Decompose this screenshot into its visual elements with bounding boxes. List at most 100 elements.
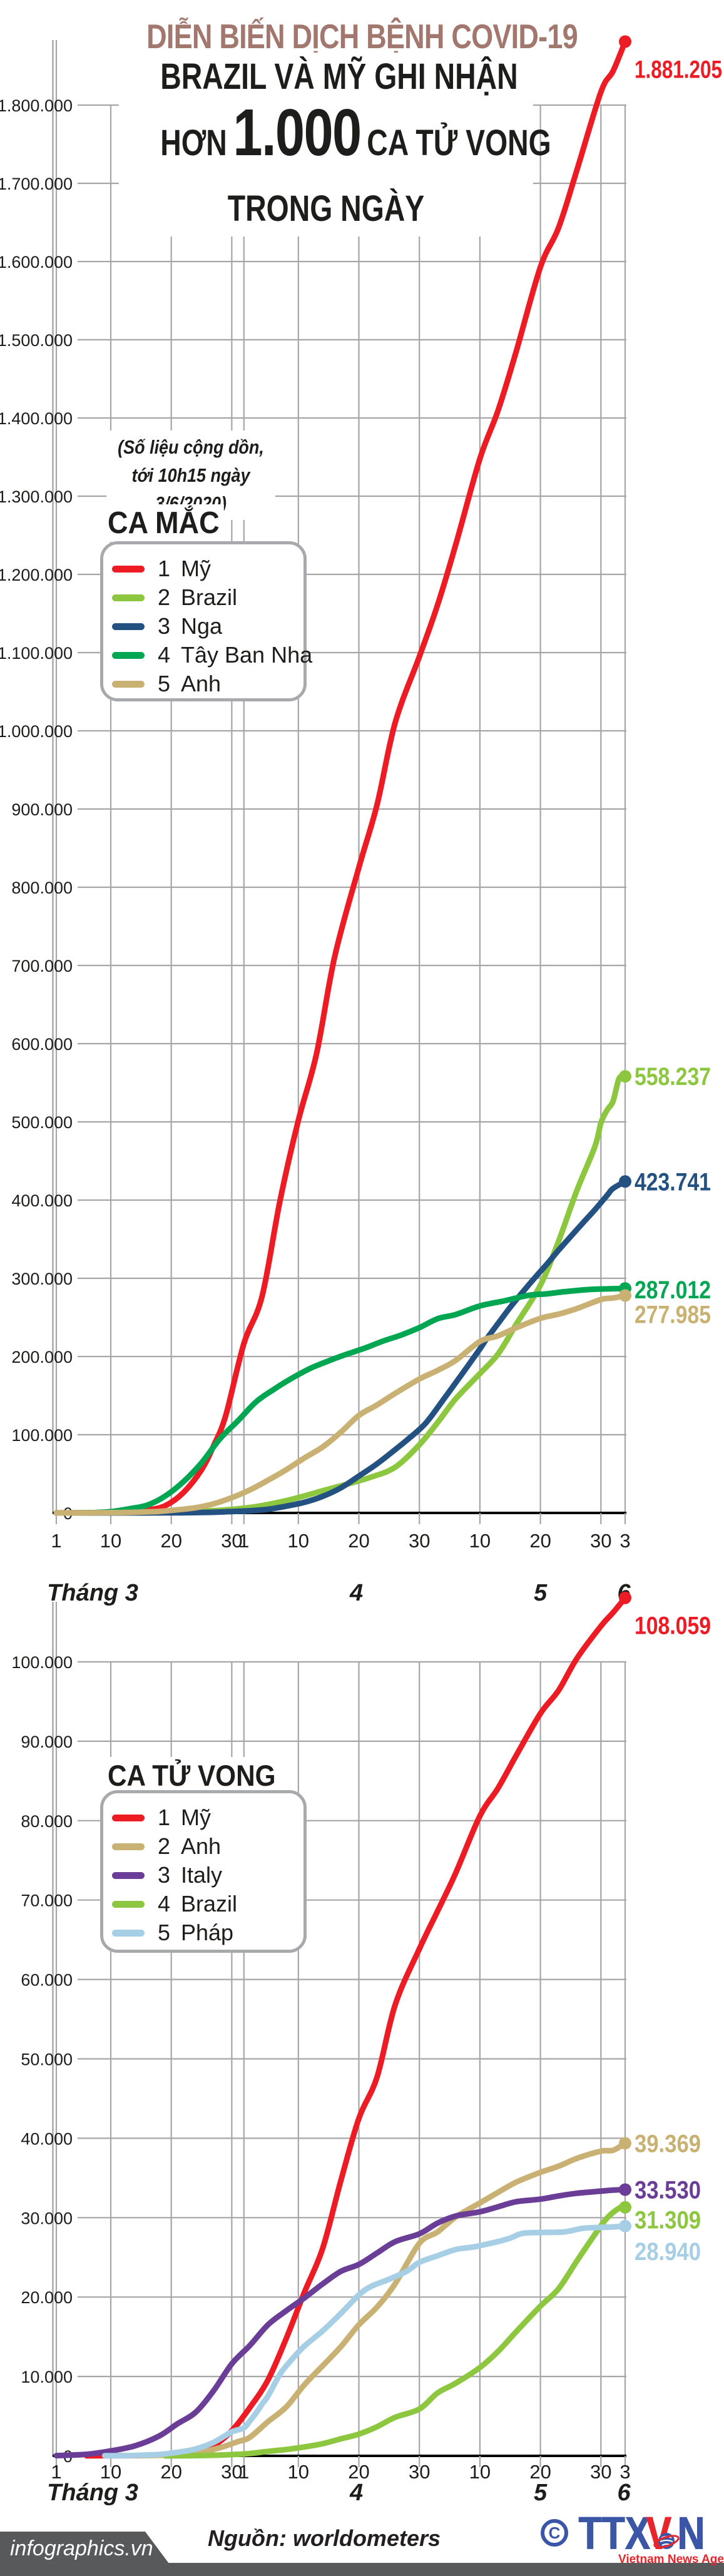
- legend-rank: 4: [157, 642, 171, 668]
- svg-text:4: 4: [349, 2480, 363, 2506]
- legend-rank: 2: [157, 584, 171, 610]
- svg-text:1.500.000: 1.500.000: [0, 331, 73, 350]
- svg-text:60.000: 60.000: [21, 1971, 73, 1990]
- legend-rank: 2: [157, 1833, 171, 1859]
- svg-text:800.000: 800.000: [11, 878, 73, 897]
- svg-text:Tháng 3: Tháng 3: [47, 2480, 138, 2506]
- series-color-dash: [112, 1871, 145, 1879]
- svg-text:30: 30: [221, 1530, 242, 1552]
- svg-text:20: 20: [348, 1530, 369, 1552]
- series-end-value: 277.985: [635, 1301, 711, 1329]
- series-Mỹ: 108.059: [83, 1591, 711, 2459]
- svg-text:10: 10: [288, 2461, 309, 2483]
- logo-agency-text: Vietnam News Agency: [618, 2553, 724, 2566]
- series-end-dot: [619, 2183, 631, 2196]
- svg-text:100.000: 100.000: [11, 1426, 73, 1445]
- legend-item: 5 Anh: [112, 669, 303, 698]
- svg-text:10: 10: [100, 2461, 121, 2483]
- svg-text:600.000: 600.000: [11, 1035, 73, 1054]
- legend-rank: 3: [157, 613, 171, 639]
- y-axis-labels: 1.800.000 1.700.000 1.600.000 1.500.000 1.40…: [0, 96, 73, 1523]
- page-title: DIỄN BIẾN DỊCH BỆNH COVID-19: [146, 17, 578, 56]
- copyright-icon: C: [541, 2519, 568, 2547]
- svg-text:1.300.000: 1.300.000: [0, 487, 73, 506]
- svg-text:700.000: 700.000: [11, 957, 73, 975]
- svg-text:100.000: 100.000: [11, 1653, 73, 1672]
- note-line1: (Số liệu cộng dồn,: [118, 436, 264, 458]
- svg-text:900.000: 900.000: [11, 800, 73, 819]
- legend-item: 1 Mỹ: [112, 554, 303, 583]
- series-Anh: 277.985: [53, 1289, 711, 1516]
- series-Anh: 39.369: [138, 2130, 701, 2459]
- series-Mỹ: 1.881.205: [53, 35, 722, 1516]
- svg-text:30: 30: [409, 1530, 430, 1552]
- legend-rank: 5: [157, 1920, 171, 1945]
- globe-icon: [653, 2533, 680, 2549]
- series-color-dash: [112, 1900, 145, 1908]
- svg-text:90.000: 90.000: [21, 1733, 73, 1751]
- logo-n-text: N: [677, 2507, 705, 2559]
- svg-text:80.000: 80.000: [21, 1812, 73, 1831]
- svg-text:1: 1: [238, 2461, 249, 2483]
- gridlines: [52, 1602, 626, 2456]
- svg-text:1: 1: [51, 2461, 61, 2483]
- legend-name: Brazil: [181, 1891, 238, 1917]
- svg-text:1.400.000: 1.400.000: [0, 409, 73, 428]
- series-color-dash: [112, 594, 145, 601]
- headline-line1: BRAZIL VÀ MỸ GHI NHẬN: [160, 56, 518, 97]
- svg-text:10.000: 10.000: [21, 2368, 73, 2386]
- legend-item: 2 Anh: [112, 1832, 303, 1861]
- svg-text:Tháng 3: Tháng 3: [47, 1580, 138, 1606]
- svg-text:500.000: 500.000: [11, 1113, 73, 1132]
- series-end-value: 558.237: [635, 1063, 711, 1091]
- legend-rank: 1: [157, 556, 171, 581]
- legend-item: 5 Pháp: [112, 1918, 303, 1947]
- svg-text:20: 20: [160, 1530, 181, 1552]
- series-end-dot: [619, 2201, 631, 2214]
- svg-text:1.000.000: 1.000.000: [0, 722, 73, 741]
- deaths-chart-title: CA TỬ VONG: [108, 1757, 280, 1794]
- series-end-value: 31.309: [635, 2207, 701, 2234]
- svg-text:6: 6: [618, 2480, 631, 2506]
- svg-text:20: 20: [160, 2461, 181, 2483]
- series-color-dash: [112, 1814, 145, 1821]
- svg-text:1.200.000: 1.200.000: [0, 566, 73, 584]
- series-color-dash: [112, 1843, 145, 1850]
- series-color-dash: [112, 680, 145, 688]
- legend-name: Nga: [181, 613, 223, 639]
- footer-bar: [0, 2563, 724, 2576]
- series-color-dash: [112, 1929, 145, 1937]
- svg-text:1.100.000: 1.100.000: [0, 644, 73, 663]
- legend-item: 2 Brazil: [112, 583, 303, 612]
- headline-catuvong: CA TỬ VONG: [367, 123, 551, 163]
- svg-text:10: 10: [469, 2461, 491, 2483]
- series-end-value: 108.059: [635, 1612, 711, 1640]
- ttxvn-logo: C TTX V N Vietnam News Agency: [538, 2507, 724, 2567]
- svg-text:50.000: 50.000: [21, 2050, 73, 2069]
- deaths-legend: 1 Mỹ 2 Anh 3 Italy 4 Brazil 5 Pháp: [100, 1790, 307, 1953]
- headline-block: BRAZIL VÀ MỸ GHI NHẬN HƠN1.000 CA TỬ VONG…: [119, 53, 551, 237]
- headline-line2: HƠN1.000 CA TỬ VONG: [160, 96, 551, 188]
- series-end-value: 39.369: [635, 2130, 701, 2157]
- series-end-value: 33.530: [635, 2177, 701, 2204]
- series-color-dash: [112, 623, 145, 630]
- legend-rank: 5: [157, 671, 171, 696]
- svg-text:1.700.000: 1.700.000: [0, 175, 73, 193]
- legend-name: Mỹ: [181, 1805, 211, 1830]
- svg-text:20: 20: [529, 1530, 551, 1552]
- series-end-dot: [619, 1175, 631, 1188]
- headline-big-number: 1.000: [233, 96, 362, 170]
- source-note: Nguồn: worldometers: [208, 2525, 441, 2551]
- series-end-value: 423.741: [635, 1168, 711, 1196]
- series-Brazil: 31.309: [162, 2201, 701, 2459]
- svg-text:20: 20: [529, 2461, 551, 2483]
- deaths-line-chart: 100.000 90.000 80.000 70.000 60.000 50.000 40.…: [11, 1591, 711, 2506]
- svg-text:1.800.000: 1.800.000: [0, 96, 73, 115]
- svg-text:30: 30: [409, 2461, 430, 2483]
- headline-line3: TRONG NGÀY: [227, 188, 425, 229]
- svg-text:40.000: 40.000: [21, 2129, 73, 2148]
- svg-text:200.000: 200.000: [11, 1348, 73, 1367]
- svg-text:70.000: 70.000: [21, 1891, 73, 1910]
- y-axis-labels: 100.000 90.000 80.000 70.000 60.000 50.000 40.…: [11, 1653, 73, 2466]
